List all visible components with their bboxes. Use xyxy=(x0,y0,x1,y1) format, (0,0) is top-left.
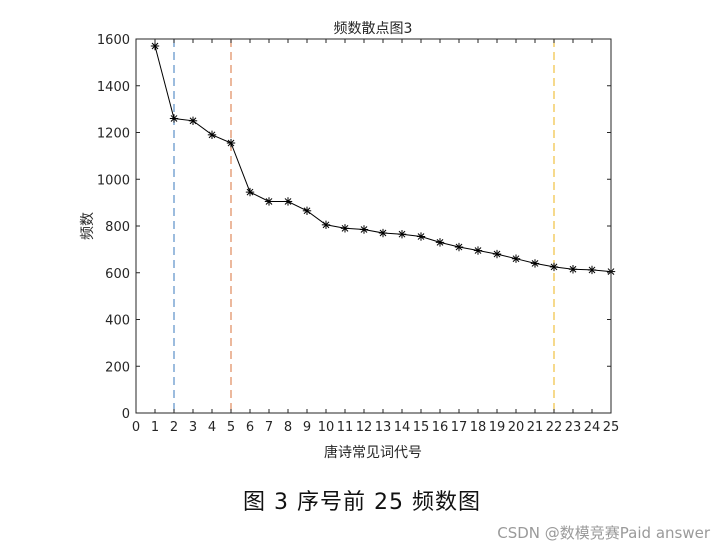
y-tick-label: 200 xyxy=(105,360,130,375)
y-axis-ticks: 0 200 400 600 800 1000 1200 1400 1600 xyxy=(97,33,611,422)
x-tick-label: 23 xyxy=(565,420,582,435)
x-tick-label: 1 xyxy=(151,420,159,435)
data-point-marker xyxy=(150,41,160,51)
data-point-marker xyxy=(188,116,198,126)
y-tick-label: 1000 xyxy=(97,173,130,188)
x-tick-label: 22 xyxy=(546,420,563,435)
x-tick-label: 2 xyxy=(170,420,178,435)
watermark-text: CSDN @数模竞赛Paid answer xyxy=(497,524,710,542)
x-tick-label: 13 xyxy=(375,420,392,435)
x-tick-label: 7 xyxy=(265,420,273,435)
x-tick-label: 10 xyxy=(318,420,335,435)
x-tick-label: 21 xyxy=(527,420,544,435)
data-point-marker xyxy=(435,238,445,247)
x-tick-label: 20 xyxy=(508,420,525,435)
y-tick-label: 0 xyxy=(122,407,130,422)
y-tick-label: 800 xyxy=(105,220,130,235)
data-point-marker xyxy=(530,259,540,268)
x-axis-ticks: 0 1 2 3 4 5 6 7 8 9 10 11 12 13 14 15 16 17 18 19 20 21 22 23 24… xyxy=(132,39,619,435)
x-tick-label: 24 xyxy=(584,420,601,435)
x-tick-label: 3 xyxy=(189,420,197,435)
plot-area xyxy=(136,39,611,413)
data-series xyxy=(150,41,616,276)
x-tick-label: 15 xyxy=(413,420,430,435)
y-tick-label: 400 xyxy=(105,314,130,329)
x-tick-label: 6 xyxy=(246,420,254,435)
x-tick-label: 25 xyxy=(603,420,620,435)
data-point-marker xyxy=(169,114,179,123)
data-point-marker xyxy=(378,228,388,238)
chart-figure: 0 1 2 3 4 5 6 7 8 9 10 11 12 13 14 15 16 17 18 19 20 21 22 23 24… xyxy=(80,21,619,461)
x-tick-label: 18 xyxy=(470,420,487,435)
figure-caption: 图 3 序号前 25 频数图 xyxy=(243,490,481,515)
data-point-marker xyxy=(587,265,597,275)
x-tick-label: 14 xyxy=(394,420,411,435)
data-point-marker xyxy=(473,246,483,255)
y-tick-label: 600 xyxy=(105,267,130,282)
y-tick-label: 1600 xyxy=(97,33,130,48)
x-tick-label: 11 xyxy=(337,420,354,435)
data-point-marker xyxy=(492,249,502,259)
y-tick-label: 1400 xyxy=(97,80,130,95)
data-point-marker xyxy=(397,229,407,239)
data-point-marker xyxy=(264,197,274,206)
x-tick-label: 4 xyxy=(208,420,216,435)
data-point-marker xyxy=(549,262,559,272)
y-tick-label: 1200 xyxy=(97,127,130,142)
data-point-marker xyxy=(226,138,236,148)
x-tick-label: 9 xyxy=(303,420,311,435)
data-point-marker xyxy=(283,197,293,206)
data-point-marker xyxy=(340,224,350,233)
data-point-marker xyxy=(568,265,578,274)
data-point-marker xyxy=(321,220,331,230)
x-tick-label: 0 xyxy=(132,420,140,435)
x-tick-label: 8 xyxy=(284,420,292,435)
x-axis-label: 唐诗常见词代号 xyxy=(324,444,422,461)
data-point-marker xyxy=(207,130,217,140)
data-point-marker xyxy=(416,232,426,241)
chart-title: 频数散点图3 xyxy=(334,21,413,37)
x-tick-label: 16 xyxy=(432,420,449,435)
data-point-marker xyxy=(359,225,369,234)
data-point-marker xyxy=(511,254,521,263)
x-tick-label: 19 xyxy=(489,420,506,435)
x-tick-label: 17 xyxy=(451,420,468,435)
x-tick-label: 5 xyxy=(227,420,235,435)
data-point-marker xyxy=(245,187,255,197)
y-axis-label: 频数 xyxy=(80,212,96,240)
data-point-marker xyxy=(302,206,312,216)
data-point-marker xyxy=(454,242,464,252)
vertical-marker-lines xyxy=(173,39,555,413)
x-tick-label: 12 xyxy=(356,420,373,435)
